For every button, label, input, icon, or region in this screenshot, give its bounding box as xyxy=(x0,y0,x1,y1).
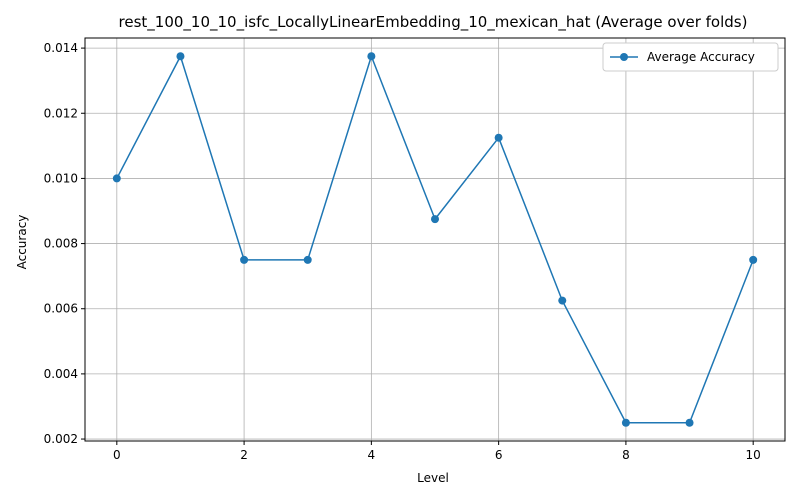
data-point xyxy=(558,296,567,305)
data-point xyxy=(621,418,630,427)
y-tick-label: 0.006 xyxy=(44,302,78,316)
legend-marker-sample xyxy=(620,53,628,61)
y-tick-label: 0.004 xyxy=(44,367,78,381)
data-point xyxy=(431,215,439,224)
data-point xyxy=(685,418,694,427)
y-axis-label: Accuracy xyxy=(15,215,29,270)
y-tick-label: 0.002 xyxy=(44,432,78,446)
legend: Average Accuracy xyxy=(602,42,779,72)
legend-label: Average Accuracy xyxy=(647,50,755,64)
x-tick-label: 2 xyxy=(240,448,248,462)
data-point xyxy=(176,52,185,61)
x-tick-label: 8 xyxy=(622,448,630,462)
series-layer xyxy=(112,52,758,427)
y-tick-label: 0.008 xyxy=(44,237,78,251)
axes xyxy=(84,37,786,442)
y-ticks: 0.002 0.004 0.006 0.008 0.010 0.012 0.014 xyxy=(44,41,85,446)
data-point xyxy=(112,174,121,183)
x-tick-label: 4 xyxy=(368,448,376,462)
y-tick-label: 0.014 xyxy=(44,41,78,55)
data-point xyxy=(749,255,758,264)
x-tick-label: 6 xyxy=(495,448,503,462)
data-point xyxy=(367,52,376,61)
x-tick-label: 10 xyxy=(746,448,761,462)
y-tick-label: 0.012 xyxy=(44,106,78,120)
x-tick-label: 0 xyxy=(113,448,121,462)
plot-area-frame xyxy=(84,37,786,442)
legend-box xyxy=(602,42,779,72)
y-tick-label: 0.010 xyxy=(44,171,78,185)
data-point xyxy=(494,133,503,142)
data-point xyxy=(240,255,249,264)
chart-title: rest_100_10_10_isfc_LocallyLinearEmbeddi… xyxy=(119,13,748,32)
x-axis-label: Level xyxy=(417,471,449,485)
x-ticks: 0 2 4 6 8 10 xyxy=(113,441,761,462)
data-point xyxy=(303,255,312,264)
